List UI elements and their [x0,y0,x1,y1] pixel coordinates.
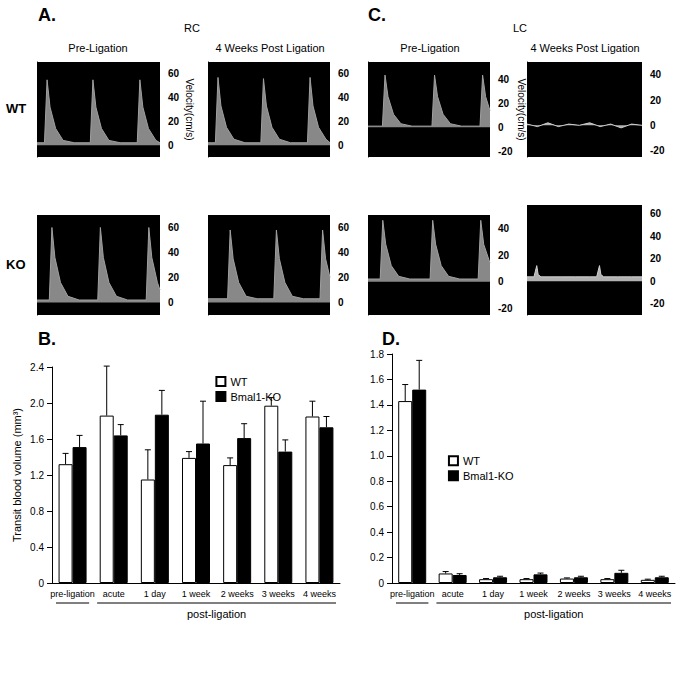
svg-text:4 weeks: 4 weeks [303,589,337,599]
svg-text:1.8: 1.8 [370,349,384,360]
svg-text:acute: acute [103,589,125,599]
svg-text:Pre-Ligation: Pre-Ligation [400,42,459,54]
svg-text:A.: A. [38,5,56,25]
svg-text:LC: LC [513,22,527,34]
svg-text:0: 0 [650,276,656,287]
svg-text:60: 60 [168,68,180,79]
svg-text:WT: WT [230,376,247,388]
svg-text:40: 40 [498,74,510,85]
svg-text:40: 40 [338,247,350,258]
svg-text:Velocity(cm/s): Velocity(cm/s) [184,78,195,140]
svg-text:RC: RC [184,22,200,34]
svg-text:4 Weeks Post Ligation: 4 Weeks Post Ligation [215,42,324,54]
svg-text:60: 60 [338,68,350,79]
svg-text:post-ligation: post-ligation [187,608,246,620]
svg-text:0.8: 0.8 [370,476,384,487]
svg-text:4 Weeks Post Ligation: 4 Weeks Post Ligation [530,42,639,54]
svg-text:1.6: 1.6 [30,434,44,445]
svg-text:2.4: 2.4 [30,362,44,373]
svg-text:20: 20 [650,95,662,106]
svg-text:-20: -20 [650,298,665,309]
svg-text:0: 0 [378,578,384,589]
svg-text:0: 0 [168,140,174,151]
svg-text:D.: D. [382,329,400,349]
svg-text:0: 0 [498,122,504,133]
svg-text:-20: -20 [498,146,513,157]
svg-text:3 weeks: 3 weeks [598,589,632,599]
svg-text:20: 20 [338,272,350,283]
svg-text:0.4: 0.4 [30,542,44,553]
svg-text:2.0: 2.0 [30,398,44,409]
svg-text:1 week: 1 week [519,589,548,599]
svg-text:0: 0 [38,578,44,589]
svg-text:0: 0 [650,120,656,131]
svg-text:3 weeks: 3 weeks [262,589,296,599]
svg-text:C.: C. [368,5,386,25]
svg-text:0.6: 0.6 [370,501,384,512]
svg-text:40: 40 [650,69,662,80]
svg-text:pre-ligation: pre-ligation [50,589,95,599]
svg-text:0: 0 [338,297,344,308]
svg-text:20: 20 [498,250,510,261]
svg-text:40: 40 [650,231,662,242]
svg-text:WT: WT [463,455,480,467]
svg-text:0: 0 [168,297,174,308]
svg-text:0: 0 [498,276,504,287]
svg-text:0.8: 0.8 [30,506,44,517]
svg-text:pre-ligation: pre-ligation [390,589,435,599]
svg-text:-20: -20 [498,303,513,314]
svg-text:4 weeks: 4 weeks [638,589,672,599]
svg-text:20: 20 [338,116,350,127]
svg-text:40: 40 [338,92,350,103]
svg-text:Bmal1-KO: Bmal1-KO [230,391,281,403]
svg-text:0.4: 0.4 [370,527,384,538]
svg-text:40: 40 [168,92,180,103]
svg-text:1.6: 1.6 [370,374,384,385]
svg-text:0: 0 [338,140,344,151]
svg-text:40: 40 [168,247,180,258]
svg-text:1.4: 1.4 [370,399,384,410]
svg-text:Transit blood volume (mm³): Transit blood volume (mm³) [11,408,23,542]
svg-text:acute: acute [442,589,464,599]
svg-text:Bmal1-KO: Bmal1-KO [463,470,514,482]
svg-text:post-ligation: post-ligation [524,608,583,620]
svg-text:40: 40 [498,223,510,234]
svg-text:1.0: 1.0 [370,450,384,461]
svg-text:60: 60 [168,222,180,233]
svg-text:1.2: 1.2 [370,425,384,436]
svg-text:WT: WT [6,101,26,116]
svg-text:1 day: 1 day [144,589,167,599]
svg-text:2 weeks: 2 weeks [221,589,255,599]
svg-text:KO: KO [6,257,26,272]
svg-text:60: 60 [650,208,662,219]
svg-text:60: 60 [338,222,350,233]
svg-text:20: 20 [498,98,510,109]
svg-text:20: 20 [168,116,180,127]
svg-text:Velocity(cm/s): Velocity(cm/s) [516,78,527,140]
svg-text:20: 20 [650,253,662,264]
svg-text:-20: -20 [650,145,665,156]
svg-text:1 day: 1 day [482,589,505,599]
svg-text:Pre-Ligation: Pre-Ligation [68,42,127,54]
svg-text:0.2: 0.2 [370,552,384,563]
svg-text:20: 20 [168,272,180,283]
svg-text:1.2: 1.2 [30,470,44,481]
svg-text:2 weeks: 2 weeks [557,589,591,599]
svg-text:B.: B. [38,329,56,349]
svg-text:1 week: 1 week [182,589,211,599]
